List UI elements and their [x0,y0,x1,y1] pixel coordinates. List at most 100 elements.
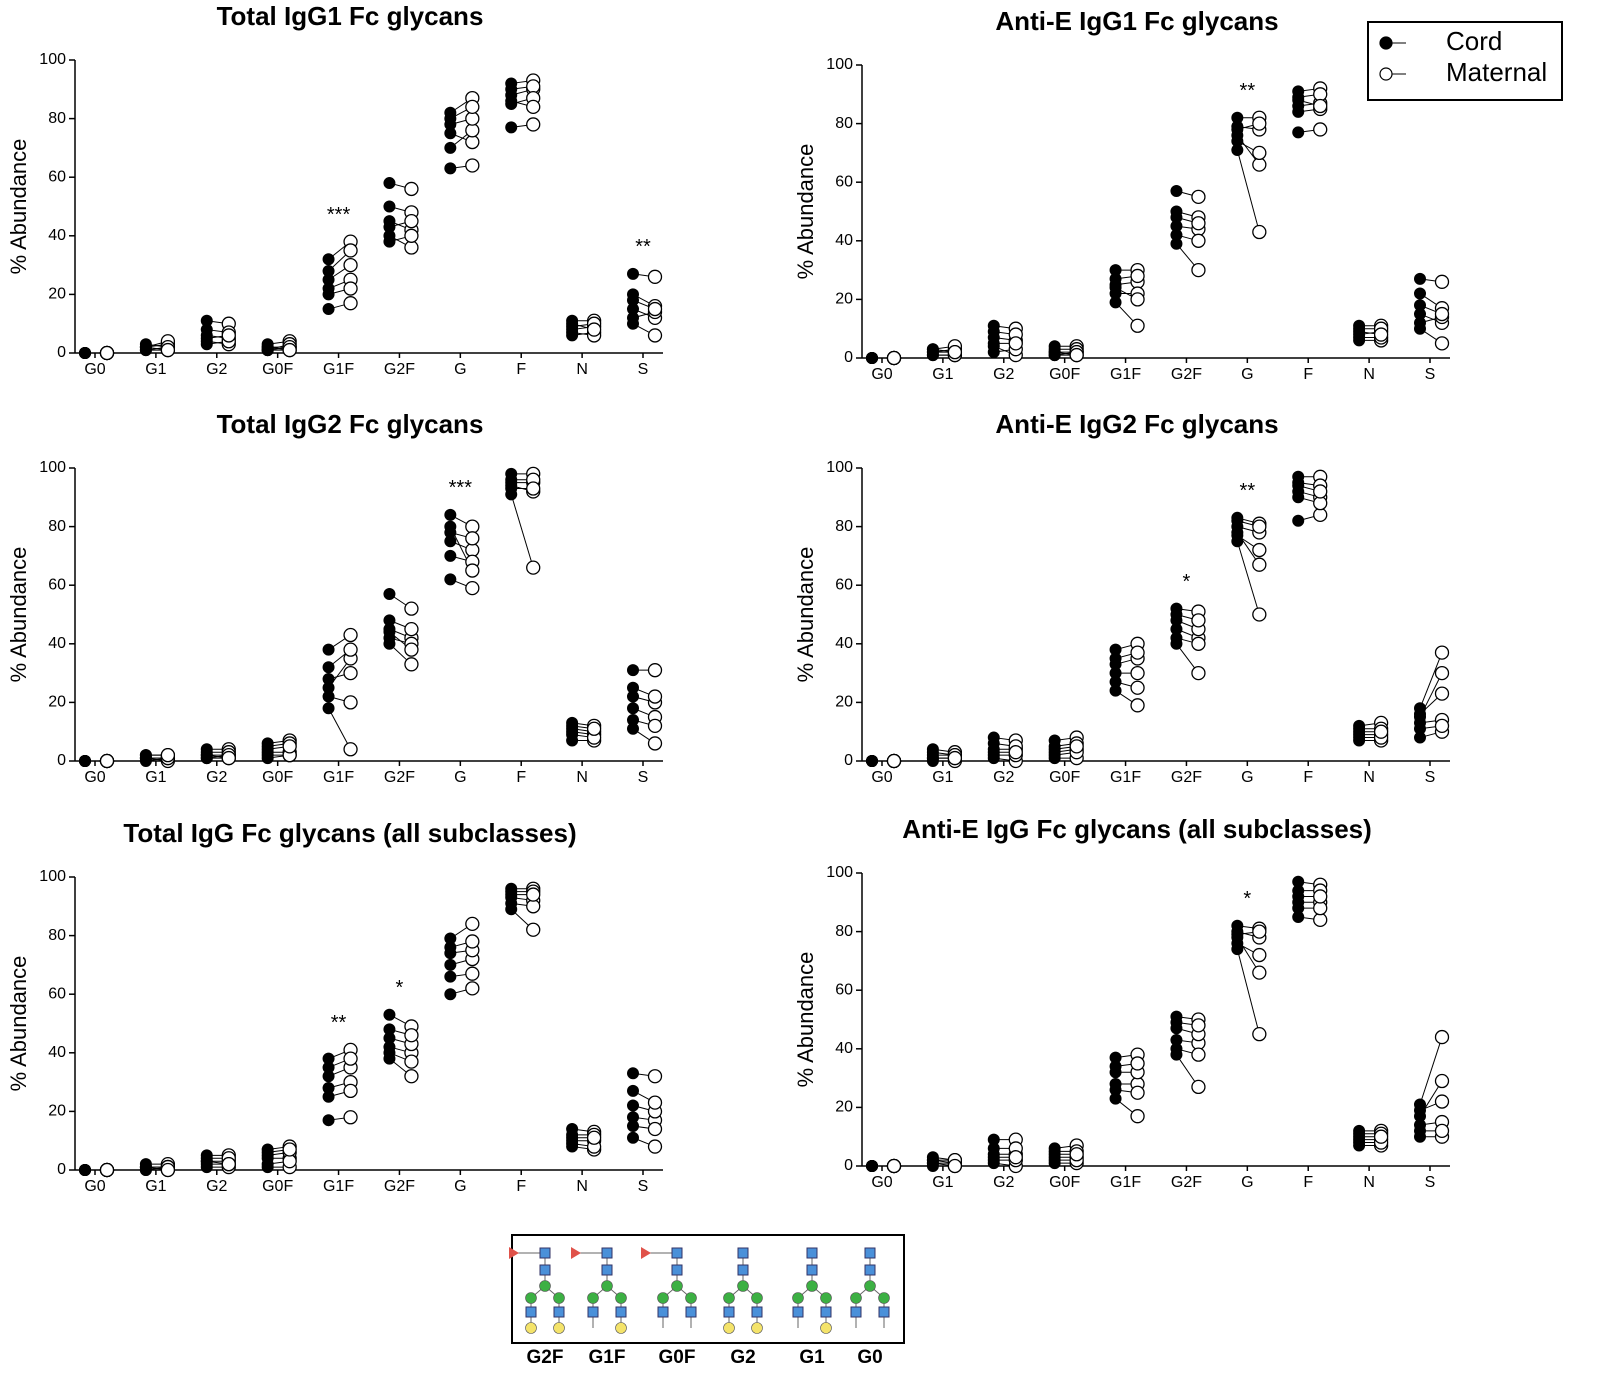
cord-dot [261,1146,274,1159]
cord-dot [444,508,457,521]
maternal-dot [1434,686,1450,701]
galactose [553,1322,565,1334]
maternal-dot [1434,1123,1450,1138]
cord-dot [1109,652,1122,665]
chart-title: Total IgG2 Fc glycans [217,409,484,439]
y-tick-label: 0 [57,752,66,769]
x-tick-label: N [1363,769,1375,786]
galactose [525,1322,537,1334]
significance-label: * [1183,571,1191,593]
cord-dot [987,337,1000,350]
x-tick-label: G1F [323,1178,354,1195]
maternal-dot [1313,507,1328,523]
maternal-dot [343,281,358,296]
maternal-dot [465,158,480,173]
cord-dot [1414,287,1426,300]
cord-dot [322,702,335,715]
maternal-dot [1313,889,1328,904]
glcnac [539,1264,551,1276]
cord-dot [566,317,579,330]
mannose [525,1292,537,1304]
glcnac [601,1247,613,1259]
pair-line [510,494,534,568]
y-tick-label: 40 [835,1040,853,1057]
cord-dot [383,587,396,600]
cord-dot [383,177,396,190]
cord-dot [627,1131,639,1144]
mannose [671,1280,683,1292]
cord-dot [627,311,639,324]
cord-dot [1414,722,1426,735]
cord-dot [383,614,396,627]
cord-dot [1170,1042,1183,1055]
cord-dot [627,702,639,715]
cord-dot [566,1131,579,1144]
maternal-dot [465,99,480,115]
cord-dot [1109,281,1122,294]
pair-line [1419,1036,1443,1105]
maternal-dot [1313,912,1328,928]
cord-dot [1048,346,1061,359]
cord-dot [1170,211,1183,224]
x-tick-label: G0F [262,361,293,378]
maternal-dot [1130,1085,1145,1100]
cord-dot [79,1164,91,1176]
maternal-dot [1130,292,1145,307]
y-axis-label: % Abundance [793,144,818,280]
maternal-dot [1252,116,1267,131]
cord-dot [627,664,639,677]
cord-dot [383,235,396,248]
maternal-dot [1252,965,1267,980]
significance-label: ** [1240,80,1256,102]
chart-title: Total IgG Fc glycans (all subclasses) [123,818,576,848]
y-axis-label: % Abundance [793,547,818,683]
y-tick-label: 60 [48,985,66,1002]
cord-dot [383,1046,396,1059]
legend-marker [1379,36,1393,50]
x-tick-label: G [454,769,466,786]
cord-dot [987,1151,1000,1164]
cord-dot [627,713,639,726]
cord-dot [322,1114,335,1127]
x-tick-label: G0F [1049,769,1080,786]
cord-dot [1231,928,1244,941]
x-tick-label: G2F [384,769,415,786]
cord-dot [322,288,335,301]
maternal-dot [99,345,115,361]
cord-dot [1353,1130,1366,1143]
x-tick-label: F [1303,1174,1313,1191]
maternal-dot [404,213,419,229]
x-tick-label: G0 [871,1174,892,1191]
mannose [657,1292,669,1304]
galactose [615,1322,627,1334]
x-tick-label: G0 [871,769,892,786]
maternal-dot [647,736,663,751]
x-tick-label: G [1241,366,1253,383]
maternal-dot [465,966,480,981]
maternal-dot [886,350,902,366]
x-tick-label: G1 [932,769,953,786]
maternal-dot [404,1028,419,1043]
maternal-dot [1434,1029,1450,1045]
significance-label: *** [449,477,473,499]
maternal-dot [947,1158,963,1174]
maternal-dot [1313,122,1328,137]
cord-dot [322,1061,335,1074]
x-tick-label: G2 [206,1178,227,1195]
cord-dot [627,681,639,694]
maternal-dot [343,1083,358,1099]
maternal-dot [465,563,480,578]
maternal-dot [1373,724,1389,739]
mannose [792,1292,804,1304]
cord-dot [1109,1060,1122,1073]
cord-dot [627,1099,639,1112]
cord-dot [322,661,335,674]
x-tick-label: S [1425,769,1436,786]
maternal-dot [526,899,541,914]
mannose [820,1292,832,1304]
y-tick-label: 20 [835,694,853,711]
x-tick-label: N [1363,1174,1375,1191]
maternal-dot [343,243,358,258]
glycan-label: G0 [857,1347,882,1368]
